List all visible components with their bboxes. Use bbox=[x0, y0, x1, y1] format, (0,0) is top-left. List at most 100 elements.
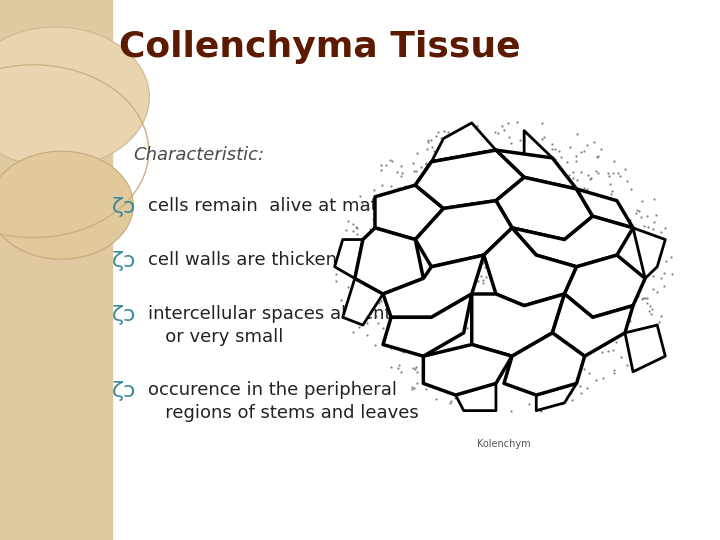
Point bbox=[542, 389, 554, 397]
Point bbox=[393, 360, 405, 369]
Point bbox=[551, 201, 562, 210]
Point bbox=[444, 164, 455, 173]
Point bbox=[629, 354, 640, 362]
Point bbox=[424, 284, 436, 292]
Point bbox=[557, 250, 568, 259]
Point bbox=[427, 239, 438, 247]
Point bbox=[489, 204, 500, 212]
Point bbox=[614, 319, 626, 328]
Point bbox=[568, 328, 580, 337]
Point bbox=[369, 201, 380, 210]
Point bbox=[407, 383, 418, 391]
Point bbox=[616, 308, 627, 317]
Point bbox=[378, 274, 390, 283]
Point bbox=[512, 172, 523, 181]
Point bbox=[405, 242, 417, 251]
Point bbox=[481, 214, 492, 223]
Point bbox=[504, 319, 516, 328]
Point bbox=[426, 228, 437, 237]
Point bbox=[571, 130, 582, 139]
Point bbox=[362, 204, 374, 213]
Point bbox=[536, 152, 547, 161]
Point bbox=[541, 205, 553, 214]
Point bbox=[537, 261, 549, 269]
Point bbox=[559, 192, 570, 201]
Point bbox=[409, 345, 420, 354]
Point bbox=[530, 262, 541, 271]
Polygon shape bbox=[472, 294, 564, 356]
Point bbox=[534, 174, 545, 183]
Point bbox=[440, 159, 451, 168]
Point bbox=[423, 166, 435, 174]
Point bbox=[642, 223, 654, 232]
Point bbox=[561, 158, 572, 166]
Point bbox=[537, 352, 549, 360]
Point bbox=[536, 329, 547, 338]
Point bbox=[520, 198, 531, 207]
Point bbox=[476, 321, 487, 330]
Point bbox=[616, 283, 627, 292]
Point bbox=[369, 246, 380, 254]
Text: ζɔ: ζɔ bbox=[112, 251, 136, 271]
Point bbox=[469, 352, 480, 360]
Point bbox=[351, 250, 362, 259]
Point bbox=[557, 170, 568, 179]
Point bbox=[602, 333, 613, 342]
Point bbox=[546, 246, 557, 255]
Point bbox=[632, 292, 644, 300]
Text: Collenchyma Tissue: Collenchyma Tissue bbox=[119, 30, 521, 64]
Point bbox=[510, 239, 522, 248]
Point bbox=[528, 179, 540, 187]
Point bbox=[598, 374, 609, 382]
Point bbox=[485, 402, 497, 410]
Point bbox=[469, 235, 480, 244]
Point bbox=[462, 354, 473, 363]
Point bbox=[392, 184, 404, 193]
Point bbox=[498, 359, 510, 367]
Point bbox=[492, 129, 504, 138]
Point bbox=[451, 238, 462, 247]
Point bbox=[412, 256, 423, 265]
Point bbox=[385, 332, 397, 341]
Point bbox=[534, 235, 546, 244]
Point bbox=[628, 357, 639, 366]
Point bbox=[489, 204, 500, 212]
Point bbox=[364, 292, 376, 301]
Point bbox=[424, 361, 436, 369]
Point bbox=[518, 200, 530, 208]
Point bbox=[511, 117, 523, 126]
Point bbox=[370, 312, 382, 320]
Point bbox=[500, 352, 512, 361]
Point bbox=[549, 154, 561, 163]
Point bbox=[416, 233, 428, 242]
Point bbox=[522, 367, 534, 376]
Point bbox=[508, 197, 519, 206]
Point bbox=[629, 295, 640, 304]
Point bbox=[648, 242, 660, 251]
Point bbox=[548, 188, 559, 197]
Point bbox=[382, 333, 393, 341]
Point bbox=[627, 288, 639, 296]
Point bbox=[568, 339, 580, 348]
Point bbox=[658, 282, 670, 291]
Point bbox=[441, 241, 453, 249]
Point bbox=[553, 322, 564, 331]
Point bbox=[426, 310, 438, 319]
Point bbox=[470, 294, 482, 302]
Point bbox=[509, 296, 521, 305]
Point bbox=[538, 272, 549, 281]
Point bbox=[415, 163, 427, 171]
Point bbox=[651, 320, 662, 329]
Point bbox=[529, 341, 541, 350]
Point bbox=[564, 143, 575, 151]
Point bbox=[473, 329, 485, 338]
Polygon shape bbox=[484, 228, 577, 306]
Point bbox=[568, 293, 580, 301]
Point bbox=[449, 231, 460, 240]
Point bbox=[557, 306, 569, 314]
Point bbox=[469, 340, 481, 348]
Point bbox=[556, 152, 567, 161]
Point bbox=[410, 166, 422, 175]
Point bbox=[444, 293, 456, 301]
Point bbox=[502, 198, 513, 207]
